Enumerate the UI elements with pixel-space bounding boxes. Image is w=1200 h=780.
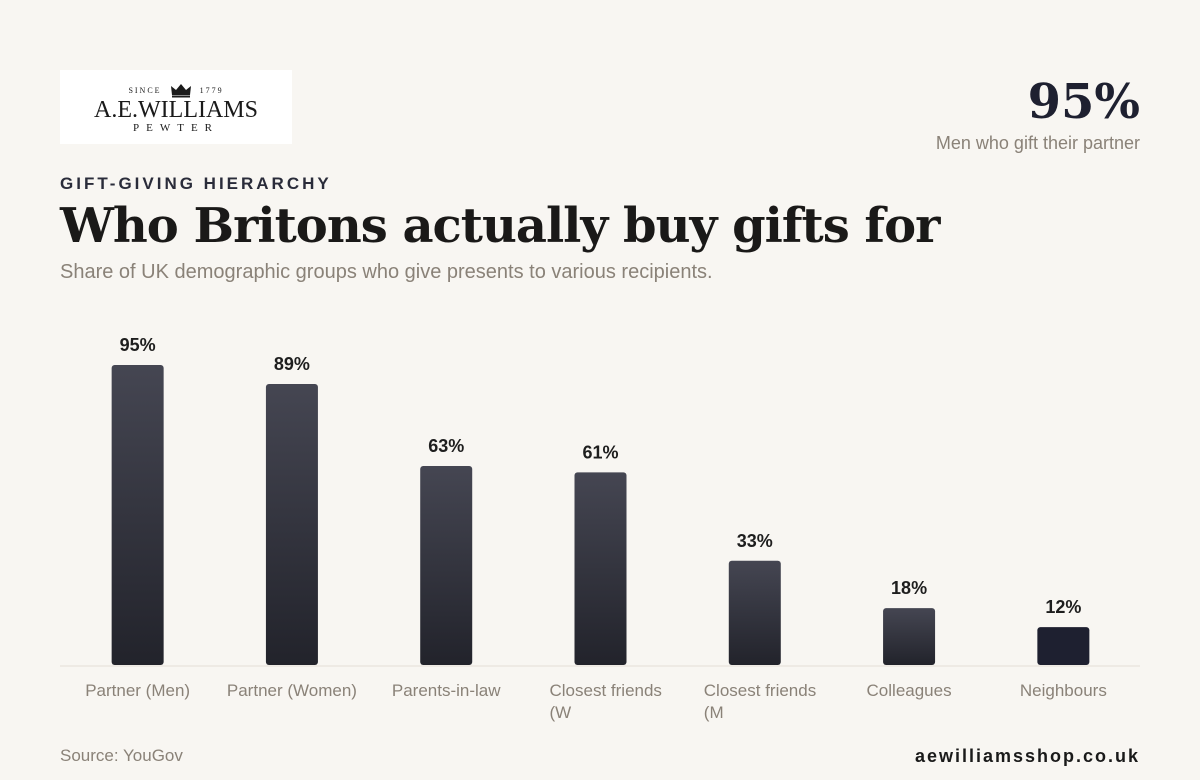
x-tick-label-3: Closest friends (W [550,681,662,722]
logo-wordmark: A.E.WILLIAMS [94,97,258,123]
x-tick-label-line: Neighbours [1020,681,1107,700]
bar-0 [111,365,164,665]
logo-since-year: 1779 [199,85,224,95]
headline-stat-label: Men who gift their partner [935,133,1140,153]
bar-4 [728,560,781,665]
x-tick-label-5: Colleagues [867,681,952,700]
x-tick-label-line: Partner (Women) [227,681,357,700]
site-url: aewilliamsshop.co.uk [914,746,1140,766]
chart-eyebrow: GIFT-GIVING HIERARCHY [60,174,332,193]
chart-title: Who Britons actually buy gifts for [60,198,940,254]
x-tick-label-1: Partner (Women) [227,681,357,700]
x-tick-label-line: Closest friends [550,681,662,700]
crown-icon [170,84,191,98]
x-tick-label-line: Colleagues [867,681,952,700]
x-tick-label-4: Closest friends (M [704,681,816,722]
source-note: Source: YouGov [60,746,183,765]
x-tick-label-line: Closest friends [704,681,816,700]
value-label-0: 95% [120,335,156,355]
headline-stat-value: 95% [1027,74,1140,130]
bar-2 [420,466,473,665]
x-tick-label-line: Partner (Men) [85,681,190,700]
logo-subtitle: PEWTER [133,122,219,134]
value-label-3: 61% [582,442,618,462]
value-label-1: 89% [274,354,310,374]
bar-1 [265,383,318,665]
bar-6 [1037,627,1090,665]
bar-3 [574,472,627,665]
chart-subtitle: Share of UK demographic groups who give … [60,261,713,283]
x-tick-label-6: Neighbours [1020,681,1107,700]
x-tick-label-line: (W [550,703,572,722]
value-label-6: 12% [1045,597,1081,617]
value-label-2: 63% [428,436,464,456]
x-tick-label-2: Parents-in-law [392,681,501,700]
brand-logo: SINCE 1779 A.E.WILLIAMS PEWTER [60,70,292,144]
x-tick-label-line: (M [704,703,724,722]
value-label-4: 33% [737,531,773,551]
value-label-5: 18% [891,578,927,598]
x-tick-label-0: Partner (Men) [85,681,190,700]
x-tick-label-line: Parents-in-law [392,681,501,700]
bar-5 [883,608,936,665]
logo-since: SINCE 1779 [60,82,292,98]
logo-since-word: SINCE [128,85,162,95]
